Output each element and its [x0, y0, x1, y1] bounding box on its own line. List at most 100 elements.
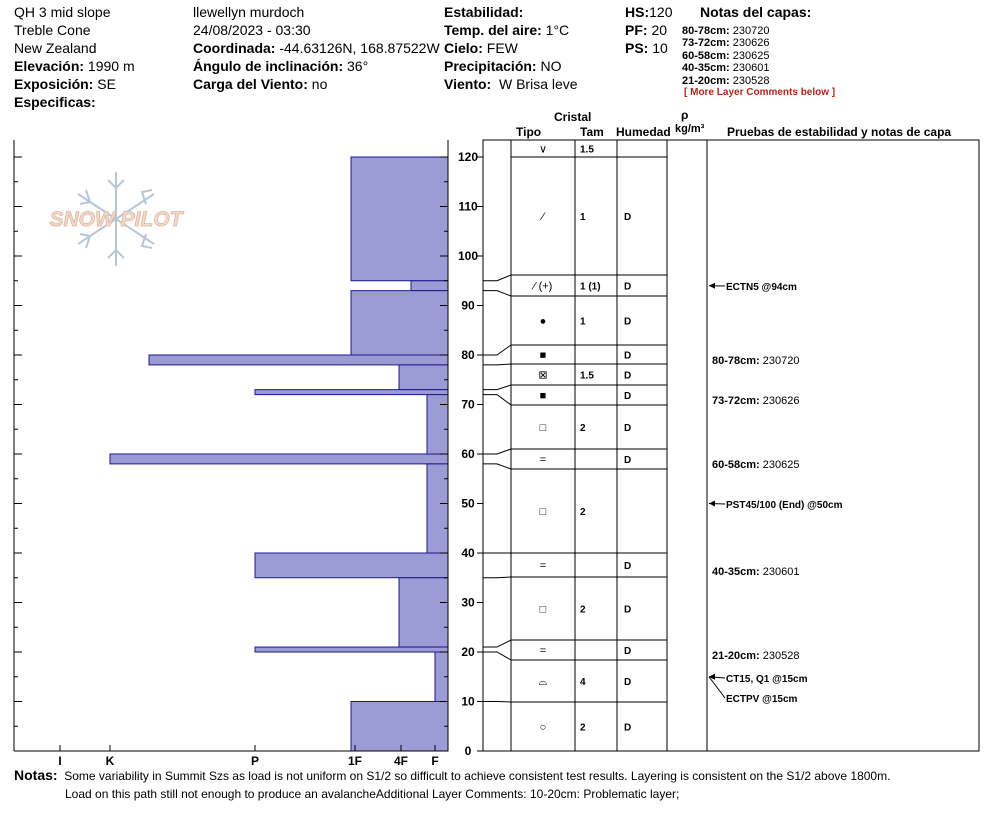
- hs-label: HS:: [625, 4, 650, 20]
- hardness-bar: [148, 354, 449, 366]
- stability-test-label: ECTPV @15cm: [726, 694, 798, 705]
- layer-note-range: 80-78cm:: [682, 25, 730, 37]
- layer-comment: 73-72cm: 230626: [712, 395, 799, 407]
- wind-value: W Brisa leve: [498, 76, 578, 92]
- crystal-size: 1 (1): [580, 282, 601, 293]
- layer-connector: [483, 384, 512, 391]
- wetness: D: [624, 351, 631, 362]
- hardness-bar: [426, 463, 449, 554]
- wetness: D: [624, 455, 631, 466]
- x-axis-ticks: I K P 1F 4F F: [58, 745, 439, 768]
- crystal-size: 2: [580, 723, 586, 734]
- stability-test-label: ECTN5 @94cm: [726, 282, 797, 293]
- tam-header: Tam: [580, 125, 604, 139]
- coordinate-label: Coordinada:: [193, 40, 276, 56]
- wetness: D: [624, 391, 631, 402]
- snow-profile-chart: I K P 1F 4F F 0 10 20 30 40 50 60 70 80 90 100 110 120 ∨ 1…: [13, 139, 980, 768]
- layer-connector: [483, 576, 512, 579]
- wetness: D: [624, 371, 631, 382]
- snowflake-icon: [77, 172, 155, 266]
- y-tick-label: 110: [458, 200, 478, 214]
- wind-load-value: no: [311, 76, 328, 92]
- layer-connector: [483, 639, 512, 648]
- more-layer-comments-link[interactable]: [ More Layer Comments below ]: [684, 87, 836, 98]
- tipo-header: Tipo: [516, 125, 542, 139]
- x-tick-label: P: [251, 754, 259, 768]
- y-tick-label: 90: [461, 299, 475, 313]
- hs-value: 120: [649, 4, 673, 20]
- layer-connector: [483, 463, 512, 470]
- crystal-type-symbol: =: [540, 454, 546, 466]
- hardness-bar: [350, 290, 449, 356]
- y-tick-label: 80: [461, 348, 475, 362]
- plot-frame: [13, 140, 449, 752]
- x-tick-label: F: [431, 754, 438, 768]
- wetness: D: [624, 282, 631, 293]
- pf-label: PF:: [625, 22, 648, 38]
- layer-note-text: 230528: [732, 75, 770, 87]
- x-tick-label: 4F: [394, 754, 408, 768]
- wind-load-label: Carga del Viento:: [193, 76, 308, 92]
- hardness-bar: [410, 280, 449, 292]
- pf-value: 20: [651, 22, 668, 38]
- crystal-type-symbol: =: [540, 645, 546, 657]
- crystal-size: 4: [580, 677, 586, 688]
- hardness-bar: [398, 364, 449, 391]
- layer-table: ∨ 1.5 ⁄ 1 D ⁄ (+) 1 (1) D ● 1 D ■ D ⊠ 1.5 D ■ D □ 2 D = D □ 2 = D □…: [482, 139, 980, 752]
- ps-value: 10: [652, 40, 668, 56]
- y-tick-label: 120: [458, 150, 478, 164]
- air-temp-label: Temp. del aire:: [444, 22, 542, 38]
- logo-text: SNOW PILOT: [50, 208, 185, 231]
- hardness-bar: [109, 453, 449, 465]
- observer-name: llewellyn murdoch: [193, 4, 305, 20]
- notes-line-2: Load on this path still not enough to pr…: [65, 787, 680, 801]
- specifics-label: Especificas:: [14, 94, 96, 110]
- y-tick-label: 100: [458, 249, 478, 263]
- crystal-size: 2: [580, 423, 586, 434]
- layer-note-range: 60-58cm:: [682, 50, 730, 62]
- crystal-type-symbol: ■: [540, 350, 547, 362]
- stability-test-label: CT15, Q1 @15cm: [726, 674, 808, 685]
- test-arrow-head: [709, 673, 715, 680]
- hardness-bar: [426, 394, 449, 455]
- aspect-value: SE: [97, 76, 116, 92]
- crystal-type-symbol: ○: [540, 722, 547, 734]
- notes-line-1: Some variability in Summit Szs as load i…: [64, 769, 891, 783]
- coordinate-value: -44.63126N, 168.87522W: [279, 40, 440, 56]
- humedad-header: Humedad: [616, 125, 671, 139]
- layer-note-range: 40-35cm:: [682, 62, 730, 74]
- elevation-value: 1990 m: [87, 58, 135, 74]
- y-tick-label: 60: [461, 447, 475, 461]
- y-tick-label: 0: [465, 744, 472, 758]
- country-name: New Zealand: [14, 40, 97, 56]
- crystal-size: 1: [580, 212, 586, 223]
- y-tick-label: 50: [461, 497, 475, 511]
- y-tick-label: 40: [461, 546, 475, 560]
- crystal-size: 1.5: [580, 145, 594, 156]
- notes-label: Notas:: [14, 767, 58, 783]
- test-arrow-head: [709, 282, 715, 289]
- layer-connector: [483, 290, 512, 297]
- y-tick-label: 30: [461, 596, 475, 610]
- y-tick-label: 10: [461, 695, 475, 709]
- stability-tests: ECTN5 @94cm PST45/100 (End) @50cm CT15, Q1…: [708, 282, 843, 705]
- layer-connector: [483, 344, 512, 356]
- sky-label: Cielo:: [444, 40, 483, 56]
- layer-connector: [483, 448, 512, 455]
- wetness: D: [624, 423, 631, 434]
- wetness: D: [624, 677, 631, 688]
- crystal-type-symbol: ■: [540, 390, 547, 402]
- sky-value: FEW: [486, 40, 518, 56]
- hardness-bar: [254, 552, 449, 579]
- crystal-size: 1.5: [580, 371, 594, 382]
- precipitation-value: NO: [540, 58, 562, 74]
- hardness-bar: [350, 156, 449, 282]
- tests-header: Pruebas de estabilidad y notas de capa: [727, 125, 952, 139]
- aspect-label: Exposición:: [14, 76, 94, 92]
- crystal-type-symbol: ⁄: [539, 211, 546, 223]
- crystal-type-symbol: □: [540, 506, 547, 518]
- layer-note-text: 230625: [732, 50, 770, 62]
- wind-label: Viento:: [444, 76, 492, 92]
- table-frame: [482, 139, 980, 752]
- cristal-header: Cristal: [554, 110, 592, 124]
